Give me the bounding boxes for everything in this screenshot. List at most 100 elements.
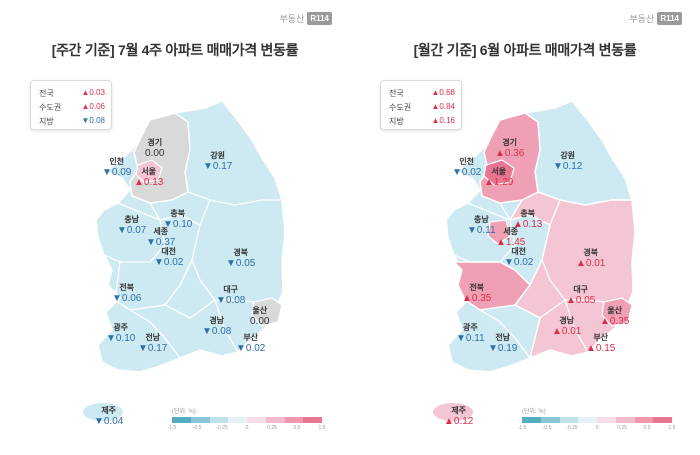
region-value-number: 0.36 — [504, 148, 525, 159]
down-arrow-icon: ▼ — [117, 225, 127, 236]
region-label-gwangju: 광주 ▼0.10 — [106, 322, 135, 344]
scale-ticks: -1.5 -0.5 -0.25 0 0.25 0.5 1.5 — [168, 425, 326, 433]
brand-logo: 부동산 R114 — [629, 12, 682, 25]
down-arrow-icon: ▼ — [226, 258, 236, 269]
region-label-gyeongnam: 경남 ▼0.08 — [202, 315, 231, 337]
region-value-number: 0.12 — [562, 161, 583, 172]
region-label-incheon: 인천 ▼0.02 — [452, 156, 481, 178]
down-arrow-icon: ▼ — [163, 219, 173, 230]
region-seoul-shape — [135, 159, 163, 183]
region-seoul-shape — [483, 159, 515, 186]
legend-value-number: 0.68 — [439, 88, 455, 97]
down-arrow-icon: ▼ — [452, 167, 462, 178]
region-value: ▼0.11 — [456, 333, 485, 344]
region-label-ulsan: 울산 0.00 — [250, 305, 269, 327]
region-label-daegu: 대구 ▼0.08 — [216, 284, 245, 306]
region-name: 인천 — [459, 157, 475, 166]
legend-row-national: 전국 ▲0.03 — [39, 88, 105, 99]
down-arrow-icon: ▼ — [154, 257, 164, 268]
up-arrow-icon: ▲ — [444, 416, 454, 427]
region-value: ▼0.08 — [216, 295, 245, 306]
legend-label: 지방 — [389, 117, 404, 126]
scale-tick: 0.25 — [267, 425, 277, 431]
region-value: ▼0.17 — [138, 343, 167, 354]
region-name: 경기 — [147, 138, 163, 147]
region-value-number: 1.29 — [493, 177, 514, 188]
up-arrow-icon: ▲ — [495, 148, 505, 159]
region-value: ▲0.05 — [566, 295, 595, 306]
region-label-sejong: 세종 ▲1.45 — [496, 226, 525, 248]
scale-tick: -0.25 — [216, 425, 228, 431]
up-arrow-icon: ▲ — [552, 326, 562, 337]
region-value: ▼0.19 — [488, 343, 517, 354]
region-borders — [103, 191, 282, 359]
down-arrow-icon: ▼ — [112, 293, 122, 304]
legend-value-number: 0.08 — [89, 116, 105, 125]
legend-row-capital: 수도권 ▲0.84 — [389, 102, 455, 113]
region-ulsan-shape — [251, 297, 283, 327]
region-value: ▼0.08 — [202, 326, 231, 337]
region-name: 광주 — [113, 323, 129, 332]
region-name: 서울 — [141, 167, 157, 176]
scale-ticks: -1.5 -0.5 -0.25 0 0.25 0.5 1.5 — [518, 425, 676, 433]
region-borders — [453, 191, 632, 359]
region-value: 0.00 — [145, 148, 164, 159]
region-value-number: 0.05 — [575, 295, 596, 306]
scale-unit: (단위: %) — [172, 409, 196, 415]
region-label-gyeongbuk: 경북 ▼0.05 — [226, 247, 255, 269]
up-arrow-icon: ▲ — [431, 116, 440, 125]
legend-value: ▲0.84 — [432, 102, 456, 113]
region-value-number: 0.11 — [476, 225, 496, 236]
scale-tick: -0.5 — [542, 425, 552, 431]
legend-value: ▼0.08 — [82, 116, 106, 127]
up-arrow-icon: ▲ — [462, 293, 472, 304]
scale-tick: 0 — [595, 425, 599, 431]
region-name: 경기 — [502, 138, 518, 147]
region-value-number: 0.10 — [172, 219, 193, 230]
region-value-number: 1.45 — [505, 237, 526, 248]
region-name: 인천 — [109, 157, 125, 166]
legend-value-number: 0.16 — [439, 116, 455, 125]
monthly-korea-map — [433, 100, 636, 421]
scale-swatch — [172, 417, 191, 423]
down-arrow-icon: ▼ — [467, 225, 477, 236]
down-arrow-icon: ▼ — [216, 295, 226, 306]
scale-tick: 0.5 — [643, 425, 651, 431]
scale-swatch — [540, 417, 560, 423]
down-arrow-icon: ▼ — [102, 167, 112, 178]
region-value: ▼0.10 — [106, 333, 135, 344]
region-value-number: 0.00 — [250, 316, 270, 327]
region-name: 경남 — [559, 316, 575, 325]
region-ulsan-shape — [601, 297, 633, 327]
legend-value: ▲0.03 — [82, 88, 106, 99]
region-name: 울산 — [252, 306, 268, 315]
region-name: 대전 — [511, 247, 527, 256]
brand-name: 부동산 — [279, 14, 305, 24]
region-name: 대구 — [223, 285, 239, 294]
region-value: ▲0.35 — [600, 316, 629, 327]
region-value-number: 0.13 — [143, 177, 164, 188]
legend-value: ▲0.16 — [432, 116, 456, 127]
region-value: ▲1.45 — [496, 237, 525, 248]
region-name: 전남 — [145, 333, 161, 342]
region-label-sejong: 세종 ▼0.37 — [146, 226, 175, 248]
legend-row-provinces: 지방 ▲0.16 — [389, 116, 455, 127]
region-name: 강원 — [210, 151, 226, 160]
region-value: 0.00 — [250, 316, 269, 327]
scale-swatch — [559, 417, 579, 423]
scale-bar — [522, 417, 672, 423]
color-scale-legend: (단위: %) -1.5 -0.5 -0.25 0 0.25 0.5 1.5 — [168, 406, 326, 433]
region-value-number: 0.08 — [211, 326, 232, 337]
scale-tick: -0.5 — [192, 425, 202, 431]
region-name: 울산 — [607, 306, 623, 315]
legend-row-provinces: 지방 ▼0.08 — [39, 116, 105, 127]
region-value-number: 0.12 — [453, 416, 474, 427]
region-value: ▲0.36 — [495, 148, 524, 159]
up-arrow-icon: ▲ — [496, 237, 506, 248]
region-value-number: 0.08 — [225, 295, 246, 306]
legend-value-number: 0.03 — [89, 88, 105, 97]
region-label-gyeonggi: 경기 0.00 — [145, 137, 164, 159]
region-label-chungbuk: 충북 ▲0.13 — [513, 208, 542, 230]
scale-swatch — [228, 417, 247, 423]
up-arrow-icon: ▲ — [586, 343, 596, 354]
